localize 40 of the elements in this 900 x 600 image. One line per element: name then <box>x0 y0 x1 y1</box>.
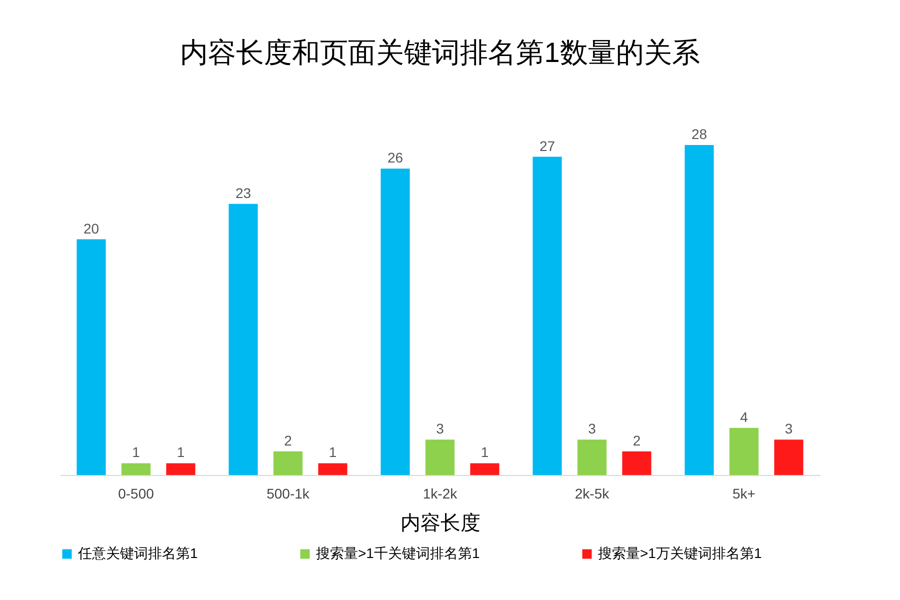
bar <box>425 440 455 475</box>
data-label: 3 <box>588 420 596 437</box>
legend-label: 任意关键词排名第1 <box>77 545 198 561</box>
data-label: 1 <box>176 444 185 460</box>
data-label: 4 <box>740 408 748 425</box>
x-tick-label: 0-500 <box>118 486 154 502</box>
data-label: 1 <box>328 444 337 460</box>
bar <box>76 239 106 475</box>
data-label: 20 <box>83 220 100 236</box>
x-tick-label: 5k+ <box>732 486 756 502</box>
bar <box>470 463 500 475</box>
bar <box>729 428 759 475</box>
bar <box>228 204 258 475</box>
bar <box>121 463 151 475</box>
bar <box>532 156 562 475</box>
x-tick-label: 1k-2k <box>422 486 458 502</box>
data-label: 28 <box>691 126 708 142</box>
x-tick-label: 500-1k <box>266 486 310 502</box>
data-label: 3 <box>784 420 793 437</box>
data-label: 26 <box>387 150 404 166</box>
data-label: 3 <box>436 420 444 437</box>
data-label: 27 <box>539 138 556 154</box>
data-label: 1 <box>132 444 140 460</box>
bar <box>273 451 303 475</box>
bar <box>166 463 196 475</box>
bar <box>318 463 348 475</box>
chart-title: 内容长度和页面关键词排名第1数量的关系 <box>180 37 700 68</box>
legend-label: 搜索量>1千关键词排名第1 <box>316 545 480 561</box>
data-label: 1 <box>480 444 489 460</box>
x-axis-title: 内容长度 <box>400 512 480 534</box>
data-label: 23 <box>235 184 252 201</box>
bar <box>622 451 652 475</box>
bar <box>774 440 804 475</box>
bar <box>380 168 410 475</box>
x-tick-label: 2k-5k <box>574 486 610 502</box>
data-label: 2 <box>284 432 292 448</box>
legend-label: 搜索量>1万关键词排名第1 <box>598 545 762 561</box>
bar <box>577 440 607 475</box>
bar <box>684 145 714 475</box>
data-label: 2 <box>632 432 641 448</box>
